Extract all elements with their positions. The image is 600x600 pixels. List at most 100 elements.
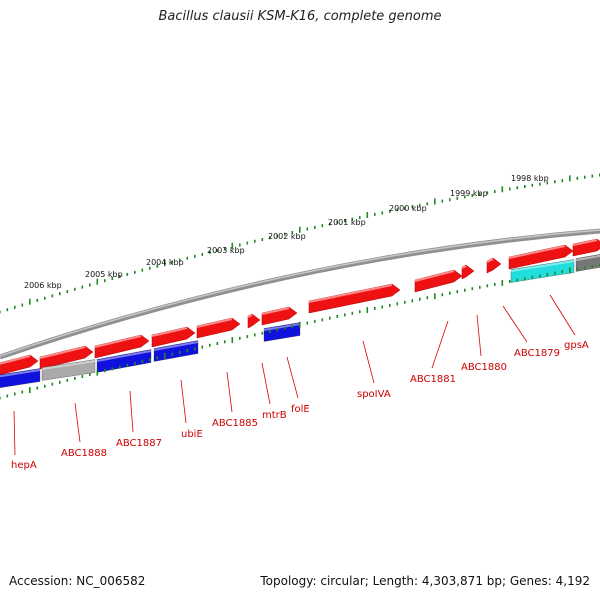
ruler-minor-tick (516, 278, 519, 282)
ruler-minor-tick (14, 392, 16, 396)
ruler-minor-tick (59, 380, 61, 384)
ruler-major-tick (164, 353, 166, 359)
gene-label-folE: folE (291, 404, 310, 415)
ruler-minor-tick (291, 231, 294, 234)
ruler-minor-tick (6, 394, 9, 398)
ruler-minor-tick (471, 194, 474, 198)
ruler-minor-tick (584, 175, 586, 179)
rev-gene-1-shine (0, 369, 41, 378)
ruler-minor-tick (36, 298, 39, 302)
rev-gene-1 (0, 368, 41, 388)
ruler-minor-tick (576, 176, 579, 180)
ruler-major-tick (501, 186, 504, 193)
gene-hepA-shine (0, 355, 31, 365)
ruler-minor-tick (66, 290, 69, 293)
gene-label-gpsA: gpsA (564, 340, 589, 351)
ruler-minor-tick (524, 277, 526, 281)
gene-ABC1881 (414, 269, 463, 293)
rev-gene-folE (263, 322, 301, 342)
ruler-minor-tick (396, 208, 399, 212)
ruler-minor-tick (351, 217, 354, 221)
ruler-minor-tick (104, 369, 106, 373)
reverse-strand-genes (0, 254, 600, 388)
gene-label-ABC1887: ABC1887 (116, 438, 162, 449)
ruler-minor-tick (419, 203, 421, 207)
gene-label-mtrB: mtrB (262, 410, 287, 421)
gene-label-ubiE: ubiE (181, 429, 203, 440)
ruler-minor-tick (186, 349, 189, 353)
ruler-minor-tick (156, 356, 159, 360)
backbone-highlight (0, 229, 600, 357)
ruler-minor-tick (584, 266, 586, 270)
connector-line (226, 371, 233, 413)
genome-backbone (0, 228, 600, 360)
ruler-minor-tick (336, 315, 339, 318)
ruler-minor-tick (591, 264, 594, 268)
connector-line (13, 410, 16, 456)
ruler-minor-tick (389, 303, 391, 307)
ruler-minor-tick (111, 277, 114, 280)
ruler-minor-tick (51, 294, 54, 298)
ruler-minor-tick (494, 282, 496, 286)
ruler-minor-tick (276, 328, 279, 332)
ruler-minor-tick (81, 375, 84, 378)
ruler-minor-tick (516, 186, 519, 190)
inner-ruler (0, 263, 600, 400)
ruler-minor-tick (441, 199, 444, 203)
ruler-minor-tick (134, 361, 136, 365)
ruler-minor-tick (531, 275, 534, 279)
ruler-minor-tick (201, 345, 204, 349)
connector-line (74, 402, 81, 443)
ruler-minor-tick (306, 227, 309, 231)
ruler-minor-tick (216, 249, 219, 253)
rev-gene-cyan (510, 259, 575, 283)
ruler-minor-tick (381, 305, 384, 309)
rev-gene-3 (96, 349, 152, 373)
connector-line (286, 356, 299, 399)
ruler-major-tick (299, 226, 301, 233)
ruler-minor-tick (486, 284, 489, 288)
ruler-minor-tick (329, 316, 331, 320)
ruler-minor-tick (576, 267, 579, 271)
ruler-minor-tick (224, 340, 226, 344)
ruler-minor-tick (119, 274, 121, 278)
ruler-minor-tick (411, 205, 414, 209)
ruler-minor-tick (149, 358, 151, 362)
ruler-minor-tick (419, 297, 421, 301)
tick-label: 2002 kbp (268, 232, 306, 241)
ruler-minor-tick (171, 260, 174, 264)
ruler-minor-tick (471, 287, 474, 291)
ruler-major-tick (569, 267, 571, 274)
ruler-major-tick (231, 337, 234, 344)
ruler-minor-tick (359, 310, 361, 314)
ruler-minor-tick (14, 305, 16, 309)
connector-line (476, 314, 482, 357)
ruler-minor-tick (44, 384, 46, 388)
rev-gene-2 (41, 359, 96, 381)
ruler-minor-tick (141, 360, 144, 363)
ruler-minor-tick (314, 319, 316, 323)
ruler-minor-tick (539, 182, 541, 186)
forward-strand-genes (0, 238, 600, 375)
ruler-minor-tick (539, 274, 541, 278)
gene-mtrB-shine (247, 314, 253, 318)
ruler-minor-tick (464, 288, 466, 292)
ruler-minor-tick (111, 367, 114, 371)
ruler-minor-tick (314, 225, 316, 229)
tick-label: 2005 kbp (85, 270, 123, 279)
ruler-minor-tick (321, 224, 324, 228)
ruler-minor-tick (156, 264, 159, 268)
gene-ABC1881-shine (414, 270, 455, 282)
connector-line (502, 305, 528, 343)
ruler-minor-tick (456, 290, 459, 294)
connector-line (362, 340, 375, 384)
ruler-minor-tick (329, 222, 331, 226)
ruler-major-tick (434, 198, 436, 205)
gene-labels: gpsA ABC1879 ABC1880 ABC1881 spoIVA folE… (11, 340, 589, 471)
label-connectors (13, 294, 576, 456)
gene-ABC1880-shine (461, 265, 467, 269)
ruler-minor-tick (36, 386, 39, 390)
map-title: Bacillus clausii KSM-K16, complete genom… (158, 9, 442, 24)
ruler-major-tick (29, 298, 31, 305)
tick-label: 2000 kbp (389, 204, 427, 213)
